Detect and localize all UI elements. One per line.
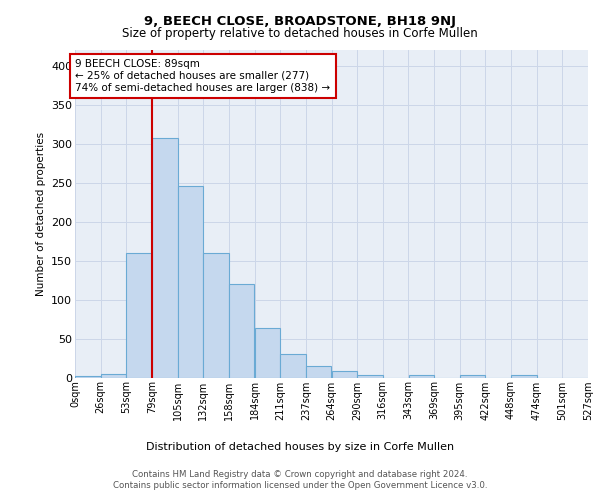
Text: Contains HM Land Registry data © Crown copyright and database right 2024.: Contains HM Land Registry data © Crown c…: [132, 470, 468, 479]
Bar: [203, 252, 229, 378]
Text: 9, BEECH CLOSE, BROADSTONE, BH18 9NJ: 9, BEECH CLOSE, BROADSTONE, BH18 9NJ: [144, 15, 456, 28]
Bar: [254, 328, 280, 378]
Bar: [409, 375, 434, 378]
Bar: [75, 376, 101, 378]
Y-axis label: Number of detached properties: Number of detached properties: [35, 132, 46, 296]
Bar: [306, 366, 331, 378]
Text: 9 BEECH CLOSE: 89sqm
← 25% of detached houses are smaller (277)
74% of semi-deta: 9 BEECH CLOSE: 89sqm ← 25% of detached h…: [76, 60, 331, 92]
Text: Distribution of detached houses by size in Corfe Mullen: Distribution of detached houses by size …: [146, 442, 454, 452]
Bar: [178, 186, 203, 378]
Bar: [127, 252, 152, 378]
Bar: [280, 354, 306, 378]
Bar: [460, 375, 485, 378]
Bar: [101, 374, 126, 378]
Bar: [229, 284, 254, 378]
Text: Contains public sector information licensed under the Open Government Licence v3: Contains public sector information licen…: [113, 481, 487, 490]
Bar: [152, 138, 178, 378]
Bar: [357, 375, 383, 378]
Text: Size of property relative to detached houses in Corfe Mullen: Size of property relative to detached ho…: [122, 28, 478, 40]
Bar: [332, 372, 357, 378]
Bar: [511, 375, 536, 378]
